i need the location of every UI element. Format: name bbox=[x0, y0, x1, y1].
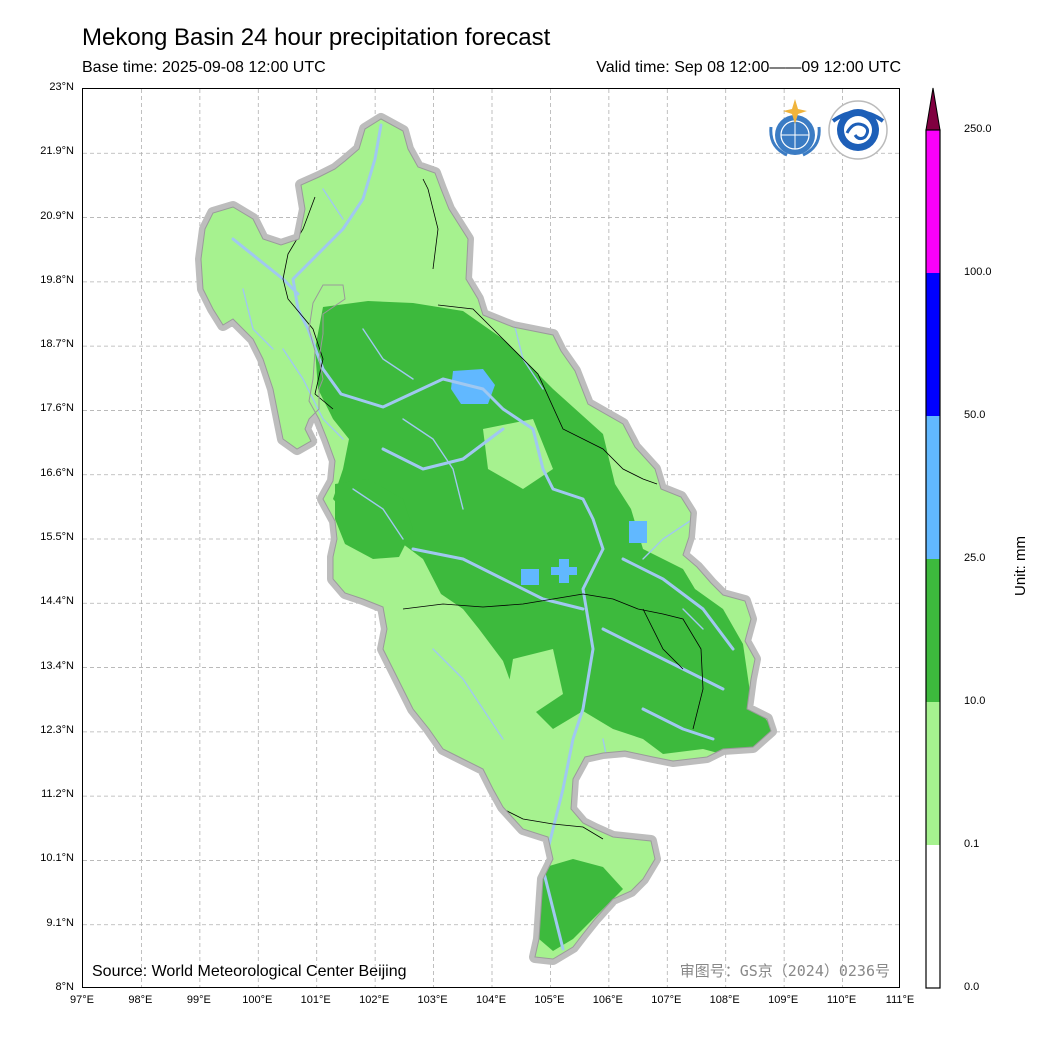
lon-tick-label: 111°E bbox=[885, 994, 915, 1006]
map-panel: Source: World Meteorological Center Beij… bbox=[82, 88, 900, 988]
river-network bbox=[231, 123, 735, 951]
colorbar-segment bbox=[926, 130, 940, 273]
lon-tick-label: 97°E bbox=[70, 994, 94, 1006]
lon-tick-label: 104°E bbox=[475, 994, 507, 1006]
lon-tick-label: 107°E bbox=[651, 994, 682, 1006]
lat-tick-label: 9.1°N bbox=[46, 916, 74, 929]
heavy-rain-area-4 bbox=[629, 521, 647, 543]
valid-time: Valid time: Sep 08 12:00——09 12:00 UTC bbox=[596, 59, 901, 76]
colorbar-tick-label: 100.0 bbox=[964, 266, 992, 278]
lon-tick-label: 101°E bbox=[300, 994, 331, 1006]
colorbar-segment bbox=[926, 416, 940, 559]
lon-tick-label: 110°E bbox=[826, 994, 857, 1006]
map-approval-number: 审图号：GS京（2024）0236号 bbox=[679, 962, 890, 980]
lat-tick-label: 19.8°N bbox=[40, 273, 74, 286]
unit-label: Unit: mm bbox=[1012, 536, 1029, 596]
colorbar-tick-label: 10.0 bbox=[964, 695, 986, 707]
colorbar-tick-label: 50.0 bbox=[964, 409, 986, 421]
colorbar-segment bbox=[926, 273, 940, 416]
colorbar-tick-label: 0.1 bbox=[964, 838, 980, 850]
lat-tick-label: 13.4°N bbox=[40, 659, 74, 672]
lat-tick-label: 14.4°N bbox=[40, 595, 74, 608]
lon-tick-label: 99°E bbox=[186, 994, 211, 1006]
lat-tick-label: 8°N bbox=[55, 981, 74, 993]
lat-tick-label: 15.5°N bbox=[40, 531, 74, 543]
lat-tick-label: 17.6°N bbox=[40, 402, 74, 415]
lat-tick-label: 10.1°N bbox=[40, 852, 74, 865]
lon-tick-label: 102°E bbox=[359, 994, 390, 1006]
lon-tick-label: 109°E bbox=[768, 994, 799, 1006]
lon-tick-label: 100°E bbox=[242, 994, 273, 1006]
light-rain-gap-2 bbox=[508, 649, 563, 714]
lon-tick-label: 105°E bbox=[534, 994, 565, 1006]
base-time: Base time: 2025-09-08 12:00 UTC bbox=[82, 59, 326, 76]
heavy-rain-area-3 bbox=[551, 559, 577, 583]
colorbar-segment bbox=[926, 559, 940, 702]
colorbar-tick-label: 250.0 bbox=[964, 123, 992, 135]
lat-tick-label: 11.2°N bbox=[41, 788, 74, 801]
tributary-network bbox=[242, 188, 704, 830]
colorbar-segment bbox=[926, 845, 940, 988]
basin-edge bbox=[200, 118, 772, 960]
lat-tick-label: 16.6°N bbox=[40, 466, 74, 479]
colorbar-tick-label: 25.0 bbox=[964, 552, 986, 564]
lon-tick-label: 108°E bbox=[709, 994, 740, 1006]
lat-tick-label: 23°N bbox=[49, 81, 74, 93]
lat-tick-label: 21.9°N bbox=[40, 145, 74, 158]
wmo-logo bbox=[767, 97, 823, 164]
moderate-rain-area-west bbox=[335, 479, 413, 559]
map-title: Mekong Basin 24 hour precipitation forec… bbox=[82, 24, 551, 51]
source-credit: Source: World Meteorological Center Beij… bbox=[92, 963, 407, 980]
moderate-rain-area-north bbox=[315, 301, 771, 759]
lat-tick-label: 18.7°N bbox=[40, 338, 74, 351]
precipitation-map bbox=[83, 89, 899, 987]
cma-logo bbox=[827, 99, 889, 166]
lon-tick-label: 106°E bbox=[592, 994, 623, 1006]
colorbar-extend-arrow bbox=[925, 87, 941, 131]
lat-tick-label: 12.3°N bbox=[40, 723, 74, 736]
colorbar bbox=[925, 87, 941, 989]
lon-tick-label: 98°E bbox=[128, 994, 153, 1006]
lat-tick-label: 20.9°N bbox=[40, 209, 74, 222]
colorbar-segment bbox=[926, 702, 940, 845]
colorbar-tick-label: 0.0 bbox=[964, 981, 980, 993]
lon-tick-label: 103°E bbox=[417, 994, 448, 1006]
heavy-rain-area-2 bbox=[521, 569, 539, 585]
